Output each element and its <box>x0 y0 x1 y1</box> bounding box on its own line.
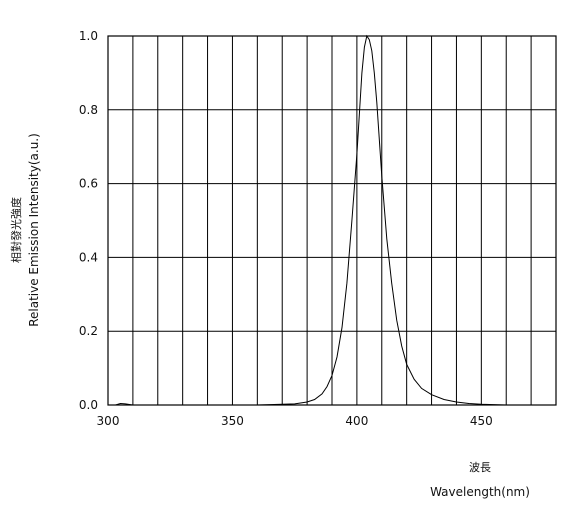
x-tick-labels: 300 350 400 450 <box>97 414 493 428</box>
y-tick-label: 0.2 <box>79 324 98 338</box>
x-tick-label: 300 <box>97 414 120 428</box>
y-tick-label: 0.8 <box>79 103 98 117</box>
series-line-emission <box>108 34 507 406</box>
plot-area <box>107 35 557 406</box>
x-tick-label: 350 <box>221 414 244 428</box>
chart-grid <box>108 36 556 405</box>
y-axis-label-cjk: 相對發光強度 <box>9 197 23 263</box>
y-tick-label: 1.0 <box>79 29 98 43</box>
x-axis-label-cjk: 波長 <box>469 461 491 474</box>
y-tick-label: 0.4 <box>79 250 98 264</box>
y-axis-label: Relative Emission Intensity(a.u.) <box>27 133 41 327</box>
x-tick-label: 400 <box>345 414 368 428</box>
y-tick-labels: 0.0 0.2 0.4 0.6 0.8 1.0 <box>79 29 98 412</box>
x-axis-label: Wavelength(nm) <box>430 485 530 499</box>
y-tick-label: 0.6 <box>79 177 98 191</box>
y-tick-label: 0.0 <box>79 398 98 412</box>
x-tick-label: 450 <box>470 414 493 428</box>
